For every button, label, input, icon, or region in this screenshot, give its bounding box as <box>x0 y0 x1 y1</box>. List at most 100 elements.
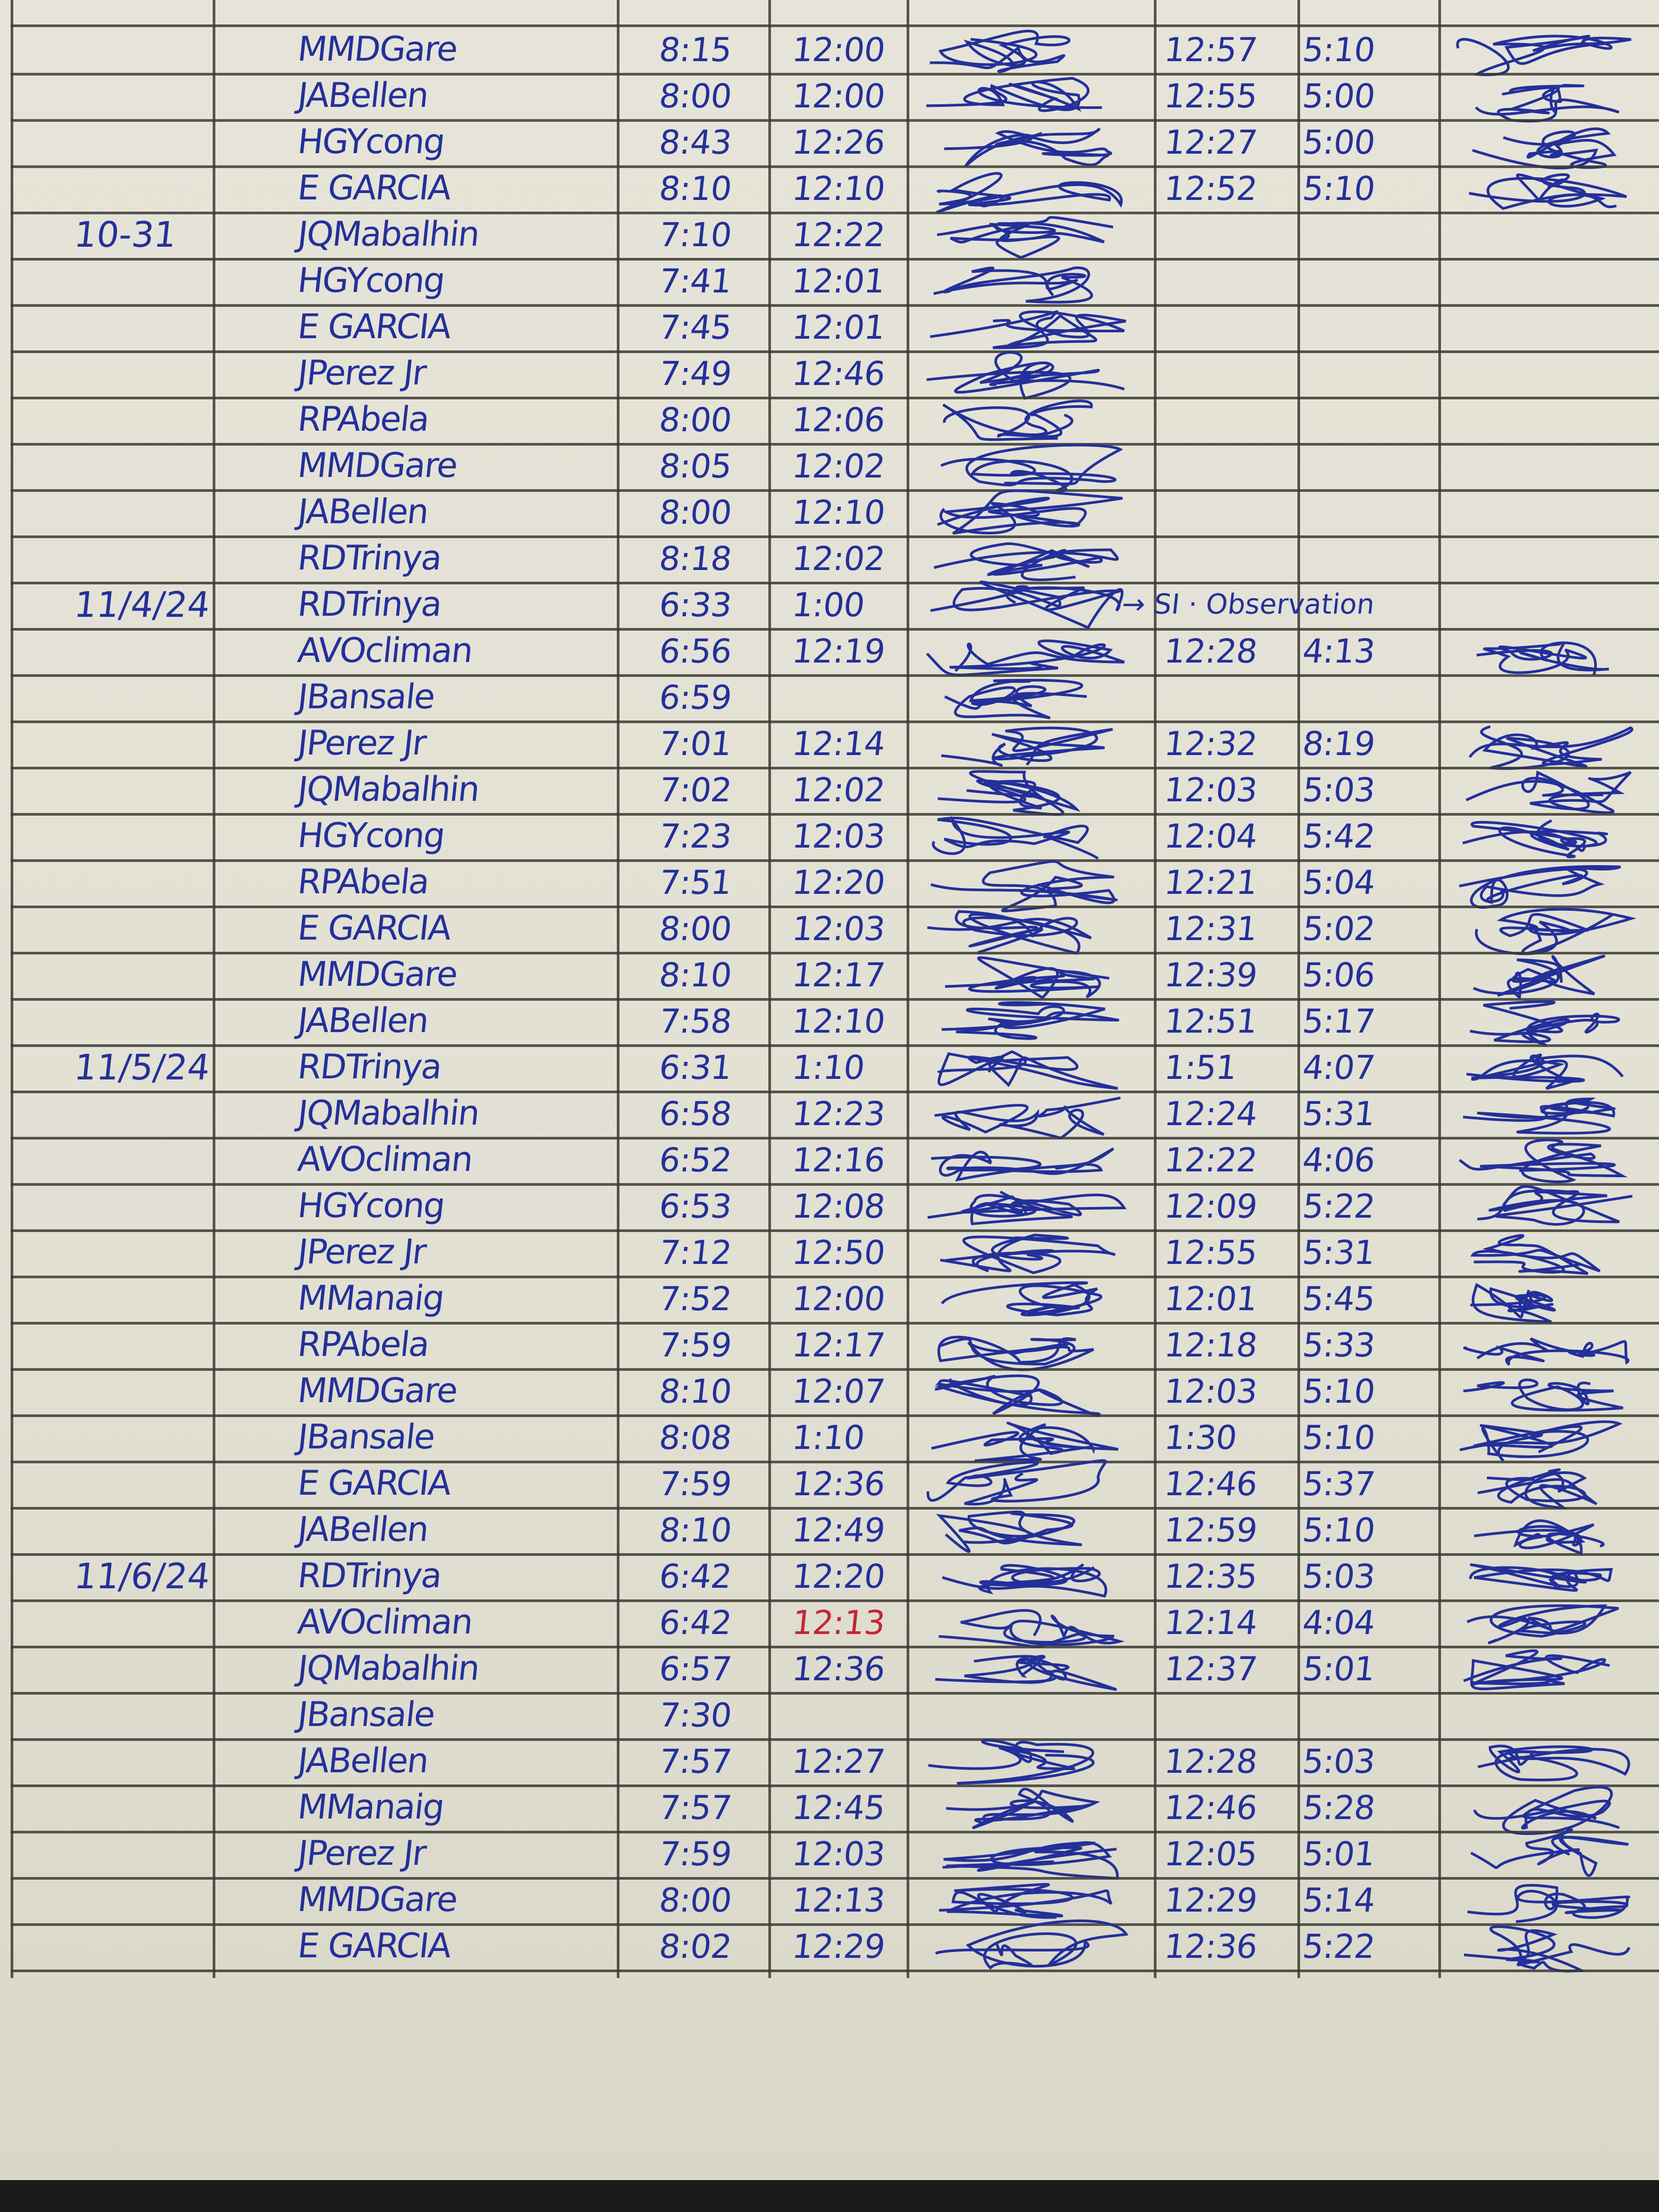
employee-name: MMDGare <box>296 30 459 69</box>
signature-pm <box>1446 1728 1654 1797</box>
am-arrival-time: 6:31 <box>657 1048 734 1087</box>
signature-am <box>915 62 1149 131</box>
log-row: 10-31 JQMabalhin 7:10 12:22 <box>0 212 1659 259</box>
signature-pm <box>1446 987 1654 1057</box>
am-departure-time: 12:36 <box>790 1649 887 1688</box>
employee-name: JQMabalhin <box>296 1094 481 1133</box>
column-rule <box>907 0 909 1978</box>
date-cell <box>72 443 77 489</box>
signature-am <box>915 1728 1149 1797</box>
am-departure-time <box>790 1692 794 1738</box>
signature-am <box>915 155 1149 224</box>
pm-arrival-time: 1:51 <box>1162 1048 1239 1087</box>
am-arrival-time: 6:58 <box>657 1094 734 1133</box>
pm-arrival-time: 12:32 <box>1162 724 1259 763</box>
log-row: HGYcong 6:53 12:08 12:09 5:22 <box>0 1183 1659 1229</box>
am-departure-time: 12:22 <box>790 215 887 254</box>
employee-name: MManaig <box>296 1279 446 1318</box>
am-departure-time: 12:03 <box>790 909 887 948</box>
am-arrival-time: 8:10 <box>657 1372 734 1411</box>
am-arrival-time: 7:58 <box>657 1002 734 1041</box>
employee-name: JPerez Jr <box>296 724 428 763</box>
am-departure-time: 12:02 <box>790 447 887 485</box>
am-arrival-time: 7:57 <box>657 1788 734 1827</box>
pm-departure-time: 5:37 <box>1301 1464 1377 1503</box>
signature-am <box>915 1866 1149 1936</box>
pm-arrival-time <box>1162 1692 1167 1738</box>
pm-departure-time: 5:10 <box>1301 30 1377 69</box>
pm-arrival-time: 12:46 <box>1162 1464 1259 1503</box>
pm-departure-time: 5:22 <box>1301 1927 1377 1966</box>
am-arrival-time: 8:00 <box>657 493 734 532</box>
am-departure-time <box>790 674 794 720</box>
row-rule <box>11 304 1659 307</box>
pm-arrival-time: 12:59 <box>1162 1511 1259 1549</box>
am-arrival-time: 7:45 <box>657 308 734 347</box>
signature-pm <box>1446 1034 1654 1103</box>
employee-name: AVOcliman <box>296 1140 474 1179</box>
am-arrival-time: 7:10 <box>657 215 734 254</box>
am-arrival-time: 6:33 <box>657 585 734 624</box>
am-arrival-time: 8:00 <box>657 1881 734 1920</box>
employee-name: JBansale <box>296 1695 437 1735</box>
date-cell <box>72 1368 77 1414</box>
am-departure-time: 12:00 <box>790 77 887 115</box>
row-rule <box>11 582 1659 584</box>
employee-name: E GARCIA <box>296 1926 453 1966</box>
date-cell <box>72 165 77 212</box>
signature-am <box>915 479 1149 548</box>
employee-name: JPerez Jr <box>296 1233 428 1272</box>
employee-name: MManaig <box>296 1788 446 1827</box>
employee-name: JABellen <box>296 1001 430 1041</box>
signature-am <box>915 1635 1149 1704</box>
employee-name: JQMabalhin <box>296 1649 481 1688</box>
am-arrival-time: 7:12 <box>657 1233 734 1272</box>
pm-arrival-time: 12:55 <box>1162 1233 1259 1272</box>
am-arrival-time: 8:05 <box>657 447 734 485</box>
signature-am <box>915 710 1149 779</box>
employee-name: JQMabalhin <box>296 215 481 254</box>
signature-am <box>915 1820 1149 1889</box>
column-rule <box>11 0 13 1978</box>
signature-am <box>915 1172 1149 1242</box>
pm-departure-time <box>1300 443 1305 489</box>
log-row: JBansale 6:59 <box>0 674 1659 720</box>
am-arrival-time: 7:30 <box>657 1696 734 1735</box>
signature-pm <box>1446 1126 1654 1195</box>
am-arrival-time: 8:15 <box>657 30 734 69</box>
signature-pm <box>1446 1589 1654 1658</box>
signature-pm <box>1446 802 1654 872</box>
signature-am <box>915 1358 1149 1427</box>
signature-am <box>915 802 1149 872</box>
am-arrival-time: 7:02 <box>657 770 734 809</box>
employee-name: JPerez Jr <box>296 354 428 393</box>
row-rule <box>11 1923 1659 1926</box>
row-rule <box>11 535 1659 538</box>
log-row: JABellen 8:00 12:10 <box>0 489 1659 535</box>
am-departure-time: 12:46 <box>790 354 887 393</box>
pm-arrival-time <box>1162 674 1167 720</box>
row-rule <box>11 73 1659 76</box>
row-rule <box>11 1137 1659 1139</box>
pm-arrival-time: 12:31 <box>1162 909 1259 948</box>
signature-am <box>915 16 1149 85</box>
am-departure-time: 12:27 <box>790 1742 887 1781</box>
am-arrival-time: 8:10 <box>657 1511 734 1549</box>
signature-am <box>915 432 1149 501</box>
row-rule <box>11 767 1659 769</box>
log-row: 11/5/24 RDTrinya 6:31 1:10 1:51 4:07 <box>0 1044 1659 1091</box>
pm-arrival-time: 12:24 <box>1162 1094 1259 1133</box>
pm-departure-time: 5:22 <box>1301 1187 1377 1226</box>
row-rule <box>11 813 1659 816</box>
date-cell <box>72 1507 77 1553</box>
row-rule <box>11 1507 1659 1510</box>
pm-arrival-time: 12:27 <box>1162 123 1259 162</box>
log-row: MMDGare 8:00 12:13 12:29 5:14 <box>0 1877 1659 1923</box>
pm-arrival-time: 12:05 <box>1162 1834 1259 1873</box>
pm-departure-time: 5:01 <box>1301 1834 1377 1873</box>
attendance-table: MMDGare 8:15 12:00 12:57 5:10 JABellen 8:00 12:… <box>0 0 1659 1978</box>
signature-am <box>915 1219 1149 1288</box>
date-cell <box>72 998 77 1044</box>
row-rule <box>11 24 1659 27</box>
